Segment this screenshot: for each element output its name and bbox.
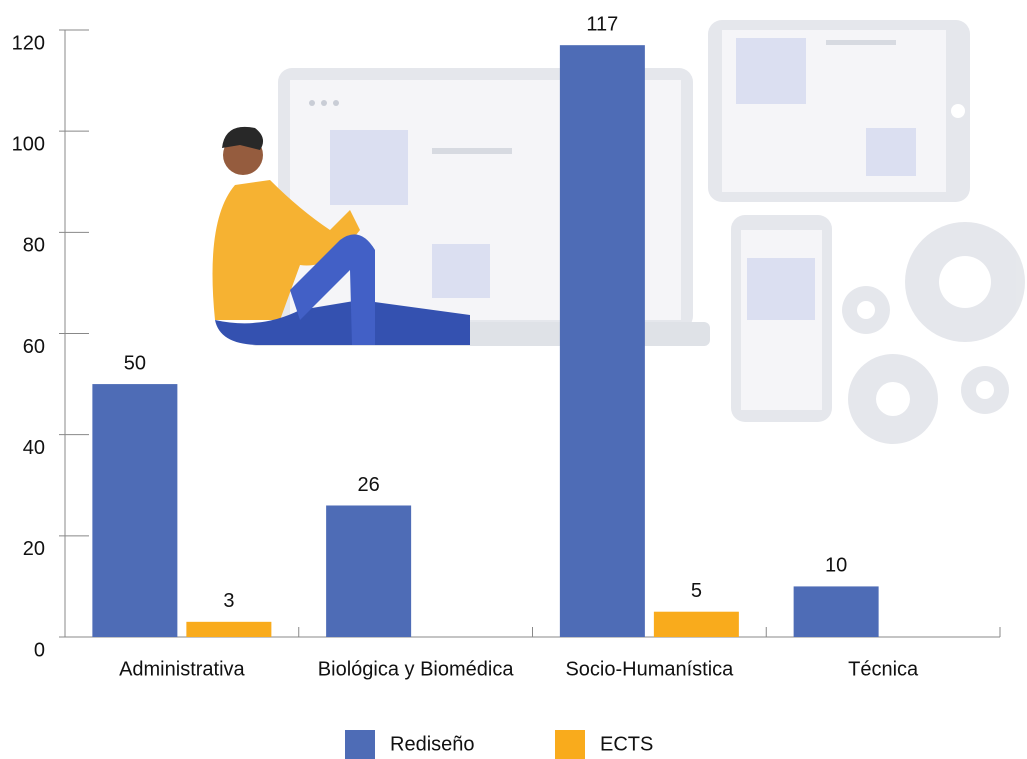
bar: [92, 384, 178, 637]
value-label: 50: [124, 352, 146, 374]
bar: [653, 611, 739, 637]
legend-swatch: [555, 730, 585, 759]
y-tick-label: 60: [23, 336, 45, 358]
bar: [326, 505, 412, 637]
legend-label: ECTS: [600, 733, 653, 755]
x-tick-label: Administrativa: [119, 658, 245, 680]
bar: [793, 586, 879, 637]
value-label: 10: [825, 555, 847, 577]
value-label: 5: [691, 580, 702, 602]
x-tick-label: Biológica y Biomédica: [318, 658, 515, 680]
value-label: 117: [586, 13, 618, 35]
y-tick-label: 100: [12, 133, 45, 155]
legend-swatch: [345, 730, 375, 759]
y-tick-label: 20: [23, 538, 45, 560]
bar: [186, 621, 272, 637]
y-tick-label: 80: [23, 235, 45, 257]
value-label: 26: [358, 474, 380, 496]
value-label: 3: [223, 590, 234, 612]
bar: [559, 45, 645, 638]
x-tick-label: Socio-Humanística: [565, 658, 734, 680]
y-tick-label: 0: [34, 639, 45, 661]
y-tick-label: 120: [12, 32, 45, 54]
x-tick-label: Técnica: [848, 658, 919, 680]
legend-label: Rediseño: [390, 733, 475, 755]
y-tick-label: 40: [23, 437, 45, 459]
